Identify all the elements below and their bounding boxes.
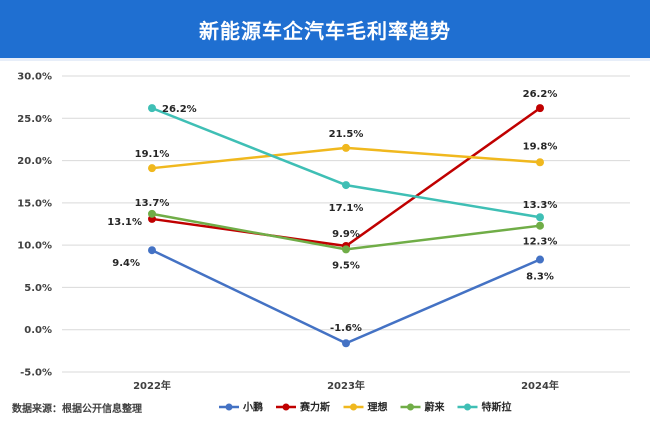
y-tick-label: -5.0% (20, 368, 52, 379)
legend-swatch-marker (225, 403, 233, 411)
data-point (342, 339, 350, 348)
data-label: 13.1% (107, 217, 142, 228)
data-label: 13.3% (523, 200, 558, 211)
data-label: 26.2% (162, 104, 197, 115)
y-tick-label: 25.0% (17, 114, 52, 125)
data-label: -1.6% (330, 323, 362, 334)
data-label: 21.5% (329, 129, 364, 140)
legend-label: 小鹏 (242, 401, 263, 414)
legend-entry: 蔚来 (400, 401, 446, 414)
y-tick-label: 10.0% (17, 241, 52, 252)
legend-swatch-marker (350, 403, 357, 411)
legend: 小鹏 赛力斯 理想 蔚来 特斯拉 (219, 401, 512, 414)
data-point (148, 209, 156, 218)
data-point (536, 104, 544, 113)
data-point (148, 246, 156, 255)
series-group (148, 104, 544, 348)
x-tick-label: 2024年 (521, 379, 559, 392)
data-labels: 9.4% -1.6% 8.3% 13.1% 9.9% 26.2% 19.1% 21.5% 19.… (107, 89, 557, 334)
data-label: 9.9% (332, 229, 360, 240)
legend-entry: 赛力斯 (276, 401, 330, 414)
data-point (536, 255, 544, 264)
y-tick-label: 30.0% (17, 72, 52, 83)
data-label: 17.1% (329, 203, 364, 214)
data-label: 19.8% (523, 141, 558, 152)
data-point (342, 143, 350, 152)
data-point (148, 104, 156, 113)
data-source-note: 数据来源：根据公开信息整理 (12, 404, 142, 415)
data-label: 19.1% (135, 149, 170, 160)
legend-entry: 特斯拉 (457, 401, 512, 414)
y-axis-ticks: -5.0% 0.0% 5.0% 10.0% 15.0% 20.0% 25.0% 30.0% (17, 72, 52, 379)
y-tick-label: 0.0% (24, 325, 52, 336)
legend-label: 赛力斯 (299, 401, 330, 414)
data-label: 13.7% (135, 198, 170, 209)
legend-swatch-marker (407, 403, 414, 411)
x-axis-ticks: 2022年 2023年 2024年 (133, 379, 559, 392)
data-label: 8.3% (526, 272, 554, 283)
legend-swatch-marker (282, 403, 290, 411)
data-point (536, 221, 544, 230)
data-label: 9.4% (112, 258, 140, 269)
legend-label: 理想 (368, 401, 388, 414)
legend-entry: 小鹏 (219, 401, 263, 414)
x-tick-label: 2022年 (133, 379, 171, 392)
data-label: 9.5% (332, 260, 360, 271)
data-point (148, 164, 156, 173)
title-bar: 新能源车企汽车毛利率趋势 (0, 0, 650, 61)
y-tick-label: 20.0% (17, 156, 52, 167)
data-point (536, 158, 544, 167)
chart-title: 新能源车企汽车毛利率趋势 (199, 18, 451, 43)
legend-entry: 理想 (343, 401, 388, 414)
legend-swatch-marker (464, 403, 471, 411)
x-tick-label: 2023年 (327, 379, 365, 392)
legend-label: 特斯拉 (482, 401, 512, 414)
data-point (342, 245, 350, 254)
y-tick-label: 15.0% (17, 198, 52, 209)
y-tick-label: 5.0% (24, 283, 52, 294)
data-point (536, 213, 544, 222)
legend-label: 蔚来 (425, 401, 446, 414)
data-label: 12.3% (523, 237, 558, 248)
data-label: 26.2% (523, 89, 558, 100)
data-point (342, 181, 350, 190)
